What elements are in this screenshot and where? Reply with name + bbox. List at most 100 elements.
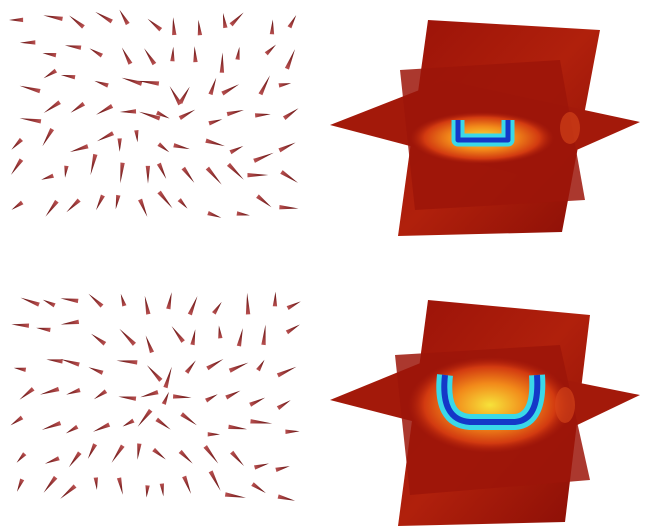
vector-glyph bbox=[60, 319, 80, 325]
vector-glyph bbox=[88, 367, 104, 375]
vector-glyph bbox=[68, 451, 82, 468]
vector-glyph bbox=[134, 130, 139, 143]
vector-glyph bbox=[19, 387, 35, 400]
vector-glyph bbox=[42, 299, 56, 308]
vector-glyph bbox=[19, 85, 41, 94]
vector-glyph bbox=[193, 46, 198, 63]
vector-glyph bbox=[180, 412, 197, 426]
vector-glyph bbox=[264, 44, 276, 56]
vector-glyph bbox=[218, 325, 223, 339]
vector-glyph bbox=[208, 77, 217, 96]
vector-glyph bbox=[145, 335, 155, 354]
vector-glyph bbox=[280, 170, 298, 183]
vector-glyph bbox=[279, 205, 299, 210]
vector-glyph bbox=[258, 75, 270, 96]
vector-glyph bbox=[13, 367, 27, 372]
field-glow bbox=[408, 357, 572, 453]
vector-glyph bbox=[205, 166, 222, 185]
vector-glyph bbox=[93, 422, 111, 432]
vector-glyph bbox=[236, 211, 250, 216]
vector-glyph bbox=[96, 194, 105, 211]
vector-glyph bbox=[19, 118, 42, 124]
vector-glyph bbox=[251, 482, 266, 494]
vector-glyph bbox=[173, 143, 190, 150]
vector-glyph bbox=[172, 394, 192, 399]
vector-glyph bbox=[253, 152, 274, 163]
vector-glyph bbox=[276, 366, 297, 378]
vector-glyph bbox=[10, 415, 24, 426]
vector-glyph bbox=[282, 108, 299, 121]
vector-glyph bbox=[69, 15, 85, 29]
vector-glyph bbox=[269, 19, 275, 35]
vector-glyph bbox=[253, 463, 269, 470]
vector-glyph bbox=[65, 424, 79, 434]
vector-glyph bbox=[236, 328, 243, 347]
vector-glyph bbox=[66, 198, 81, 213]
vector-glyph bbox=[64, 45, 82, 50]
vector-glyph bbox=[66, 387, 81, 395]
vector-glyph bbox=[9, 17, 24, 23]
vector-glyph bbox=[43, 15, 63, 22]
vector-glyph bbox=[42, 127, 55, 147]
vector-glyph bbox=[60, 75, 76, 80]
vector-glyph bbox=[285, 429, 300, 434]
vector-glyph bbox=[156, 162, 167, 179]
field-core-inner bbox=[441, 374, 541, 425]
vector-glyph bbox=[40, 386, 60, 395]
vector-glyph bbox=[19, 40, 36, 45]
vector-glyph bbox=[182, 475, 191, 494]
vector-glyph bbox=[230, 450, 244, 466]
vector-glyph bbox=[208, 470, 221, 491]
vector-glyph bbox=[278, 83, 292, 88]
vector-glyph bbox=[152, 447, 166, 460]
vector-glyph bbox=[226, 162, 244, 180]
vector-glyph bbox=[36, 327, 51, 333]
vector-glyph bbox=[166, 292, 172, 310]
vector-glyph bbox=[120, 162, 125, 184]
vector-glyph bbox=[157, 190, 173, 209]
vector-glyph bbox=[187, 296, 198, 316]
vector-glyph bbox=[206, 359, 224, 371]
vector-glyph bbox=[157, 142, 170, 153]
vector-glyph bbox=[43, 68, 58, 79]
vector-glyph bbox=[115, 194, 121, 210]
vector-glyph bbox=[221, 84, 240, 96]
vector-glyph bbox=[145, 485, 150, 498]
slice-view-top bbox=[330, 20, 640, 236]
vector-glyph bbox=[45, 199, 59, 217]
vector-glyph bbox=[219, 52, 225, 73]
vector-glyph bbox=[138, 111, 161, 121]
vector-glyph bbox=[88, 293, 104, 308]
vector-glyph bbox=[111, 444, 125, 463]
vector-glyph bbox=[117, 138, 122, 152]
vector-glyph bbox=[144, 295, 151, 315]
field-glow-side bbox=[560, 112, 580, 144]
vector-glyph bbox=[41, 420, 62, 430]
vector-glyph bbox=[225, 390, 241, 400]
vector-glyph bbox=[89, 48, 103, 58]
vector-glyph bbox=[90, 153, 98, 176]
vector-glyph bbox=[11, 200, 24, 210]
vector-glyph bbox=[245, 292, 251, 315]
vector-glyph bbox=[144, 48, 157, 66]
vector-glyph bbox=[207, 432, 220, 437]
vector-glyph bbox=[272, 291, 278, 307]
vector-glyph bbox=[46, 359, 63, 364]
vector-glyph bbox=[137, 443, 142, 460]
vector-glyph bbox=[122, 418, 135, 427]
vector-glyph bbox=[276, 400, 291, 410]
slice-view-bottom bbox=[330, 300, 640, 526]
vector-glyph bbox=[93, 389, 108, 400]
vector-glyph bbox=[60, 359, 80, 367]
vector-glyph bbox=[161, 391, 169, 405]
vector-glyph bbox=[250, 419, 273, 424]
vector-glyph bbox=[116, 477, 123, 495]
vector-glyph bbox=[178, 109, 196, 120]
vector-glyph bbox=[43, 100, 61, 113]
vector-glyph bbox=[147, 18, 163, 32]
vector-glyph bbox=[181, 166, 195, 183]
vector-glyph bbox=[256, 359, 265, 372]
vector-glyph bbox=[118, 396, 137, 401]
vector-glyph bbox=[91, 333, 107, 346]
vector-glyph bbox=[60, 298, 79, 304]
